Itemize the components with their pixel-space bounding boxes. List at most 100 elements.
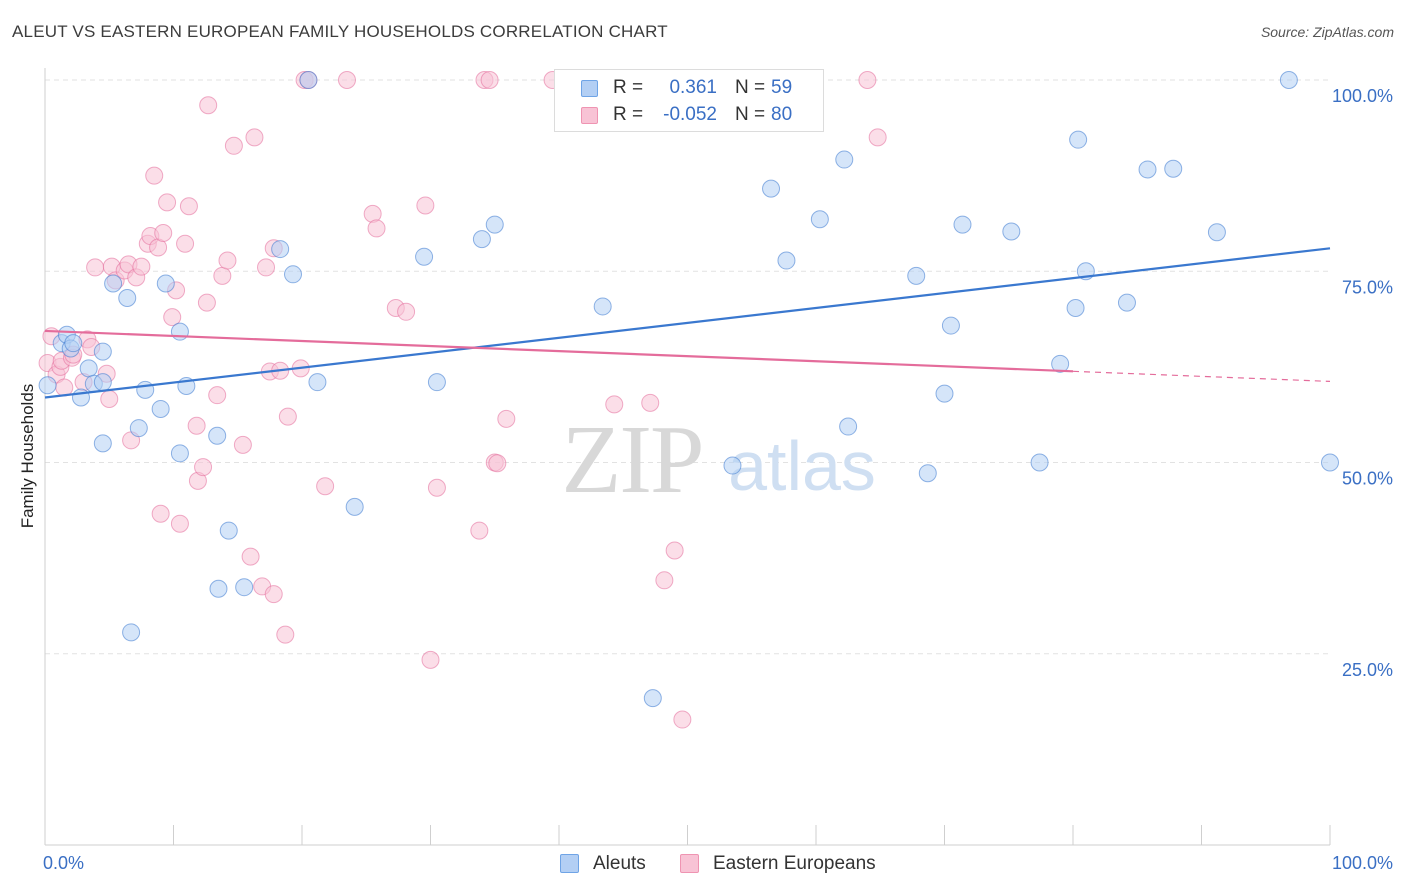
point-aleuts (593, 297, 612, 316)
point-aleuts (1066, 298, 1085, 317)
legend-n-label: N = (735, 104, 766, 125)
point-aleuts (209, 579, 228, 598)
point-eastern-europeans (170, 514, 189, 533)
point-aleuts (485, 215, 504, 234)
point-aleuts (284, 265, 303, 284)
bottom-legend-label-eastern-europeans: Eastern Europeans (713, 853, 876, 874)
bottom-legend-swatch-eastern-europeans (680, 854, 699, 873)
point-aleuts (118, 289, 137, 308)
chart-title: ALEUT VS EASTERN EUROPEAN FAMILY HOUSEHO… (12, 22, 668, 41)
point-aleuts (345, 497, 364, 516)
bottom-legend-swatch-aleuts (560, 854, 579, 873)
point-aleuts (299, 71, 318, 89)
point-aleuts (64, 334, 83, 353)
point-aleuts (308, 373, 327, 392)
point-aleuts (136, 380, 155, 399)
point-aleuts (918, 464, 937, 483)
point-eastern-europeans (151, 504, 170, 523)
legend-box: R = 0.361 N = 59 R = -0.052 N = 80 (554, 69, 824, 132)
point-eastern-europeans (86, 258, 105, 277)
grid-layer (45, 79, 1330, 655)
point-aleuts (810, 210, 829, 229)
point-aleuts (156, 274, 175, 293)
point-aleuts (953, 215, 972, 234)
point-eastern-europeans (858, 71, 877, 89)
source-credit: Source: ZipAtlas.com (1260, 24, 1394, 40)
y-tick-label: 75.0% (1342, 277, 1393, 297)
point-eastern-europeans (145, 166, 164, 185)
point-eastern-europeans (665, 541, 684, 560)
point-eastern-europeans (316, 477, 335, 496)
point-eastern-europeans (194, 458, 213, 477)
point-eastern-europeans (179, 197, 198, 216)
point-eastern-europeans (427, 478, 446, 497)
legend-row-eastern-europeans: R = -0.052 N = 80 (555, 101, 823, 129)
point-aleuts (79, 359, 98, 378)
point-eastern-europeans (421, 650, 440, 669)
legend-n-value-eastern-europeans: 80 (771, 104, 793, 125)
point-eastern-europeans (397, 302, 416, 321)
point-aleuts (104, 274, 123, 293)
point-eastern-europeans (367, 219, 386, 238)
tick-labels: 25.0% 50.0% 75.0% 100.0% 0.0% 100.0% (43, 86, 1393, 873)
point-eastern-europeans (163, 308, 182, 327)
point-eastern-europeans (199, 96, 218, 115)
point-eastern-europeans (224, 136, 243, 155)
point-aleuts (941, 316, 960, 335)
point-aleuts (1069, 130, 1088, 149)
point-aleuts (415, 247, 434, 266)
point-aleuts (427, 373, 446, 392)
point-aleuts (935, 384, 954, 403)
point-eastern-europeans (470, 521, 489, 540)
point-eastern-europeans (497, 409, 516, 428)
point-eastern-europeans (605, 395, 624, 414)
legend-n-label: N = (735, 77, 766, 98)
point-aleuts (1279, 71, 1298, 89)
point-eastern-europeans (264, 585, 283, 604)
point-aleuts (93, 434, 112, 453)
point-eastern-europeans (337, 71, 356, 89)
point-eastern-europeans (100, 390, 119, 409)
point-aleuts (1030, 453, 1049, 472)
point-eastern-europeans (213, 266, 232, 285)
trend-line-eastern-europeans (44, 329, 1074, 373)
point-aleuts (1138, 160, 1157, 179)
point-aleuts (122, 623, 141, 642)
point-aleuts (219, 521, 238, 540)
point-eastern-europeans (208, 386, 227, 405)
point-eastern-europeans (158, 193, 177, 212)
point-aleuts (643, 689, 662, 708)
watermark: ZIP atlas (562, 406, 876, 514)
point-eastern-europeans (480, 71, 499, 89)
legend-swatch-eastern-europeans (581, 107, 598, 124)
point-eastern-europeans (233, 435, 252, 454)
legend-r-label: R = (613, 104, 644, 125)
y-tick-label: 100.0% (1332, 86, 1393, 106)
x-tick-label-min: 0.0% (43, 853, 84, 873)
point-eastern-europeans (416, 196, 435, 215)
point-aleuts (1207, 223, 1226, 242)
points-layer (38, 71, 1339, 729)
point-aleuts (170, 444, 189, 463)
point-eastern-europeans (673, 710, 692, 729)
point-eastern-europeans (655, 571, 674, 590)
point-aleuts (1002, 222, 1021, 241)
point-aleuts (907, 266, 926, 285)
point-aleuts (235, 578, 254, 597)
point-eastern-europeans (868, 128, 887, 147)
point-aleuts (835, 150, 854, 169)
point-aleuts (170, 322, 189, 341)
legend-r-label: R = (613, 77, 644, 98)
legend-r-value-eastern-europeans: -0.052 (663, 104, 717, 125)
point-aleuts (271, 240, 290, 259)
point-aleuts (723, 456, 742, 475)
trend-line-aleuts (44, 247, 1331, 399)
x-tick-label-max: 100.0% (1332, 853, 1393, 873)
point-eastern-europeans (641, 393, 660, 412)
point-aleuts (93, 342, 112, 361)
point-aleuts (38, 376, 57, 395)
point-aleuts (1117, 293, 1136, 312)
point-eastern-europeans (187, 416, 206, 435)
watermark-atlas: atlas (728, 427, 876, 505)
